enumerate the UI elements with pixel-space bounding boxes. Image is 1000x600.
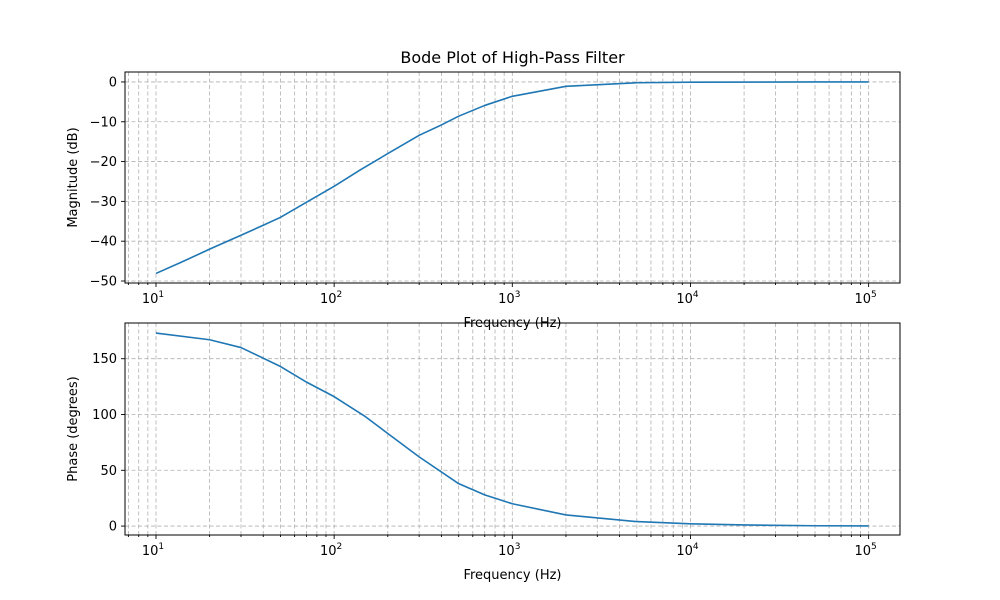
magnitude-ytick-label: −50 [90, 275, 117, 290]
magnitude-series-line-0 [155, 81, 869, 275]
phase-xtick-label: 101 [142, 542, 164, 559]
phase-ytick-label: 50 [100, 464, 117, 479]
phase-series-line-0 [155, 332, 869, 527]
phase-y-axis-label: Phase (degrees) [66, 376, 81, 481]
phase-xtick-label: 104 [676, 542, 699, 559]
chart-title: Bode Plot of High-Pass Filter [400, 48, 625, 67]
phase-ytick-label: 150 [92, 352, 117, 367]
magnitude-xtick-label: 102 [320, 290, 342, 307]
magnitude-xtick-label: 101 [142, 290, 164, 307]
magnitude-axes: 101 102 103 104 1050−10−20−30−40−50Frequency… [66, 71, 901, 331]
phase-xtick-label: 103 [498, 542, 520, 559]
phase-xtick-label: 105 [854, 542, 876, 559]
magnitude-grid [125, 72, 900, 283]
magnitude-xtick-label: 104 [676, 290, 699, 307]
magnitude-xtick-label: 105 [854, 290, 876, 307]
magnitude-ytick-label: −40 [90, 235, 117, 250]
phase-ytick-label: 0 [109, 520, 117, 535]
magnitude-ytick-label: −10 [90, 115, 117, 130]
magnitude-xtick-label: 103 [498, 290, 520, 307]
magnitude-ytick-label: −20 [90, 155, 117, 170]
phase-x-axis-label: Frequency (Hz) [463, 568, 561, 583]
phase-ytick-label: 100 [92, 408, 117, 423]
magnitude-ytick-label: −30 [90, 195, 117, 210]
phase-axes: 101 102 103 104 105 0 50 100 150 Frequency (Hz) Ph… [66, 322, 901, 583]
phase-xtick-label: 102 [320, 542, 342, 559]
magnitude-y-axis-label: Magnitude (dB) [66, 127, 81, 227]
magnitude-ytick-label: 0 [109, 75, 117, 90]
phase-grid [125, 323, 900, 535]
